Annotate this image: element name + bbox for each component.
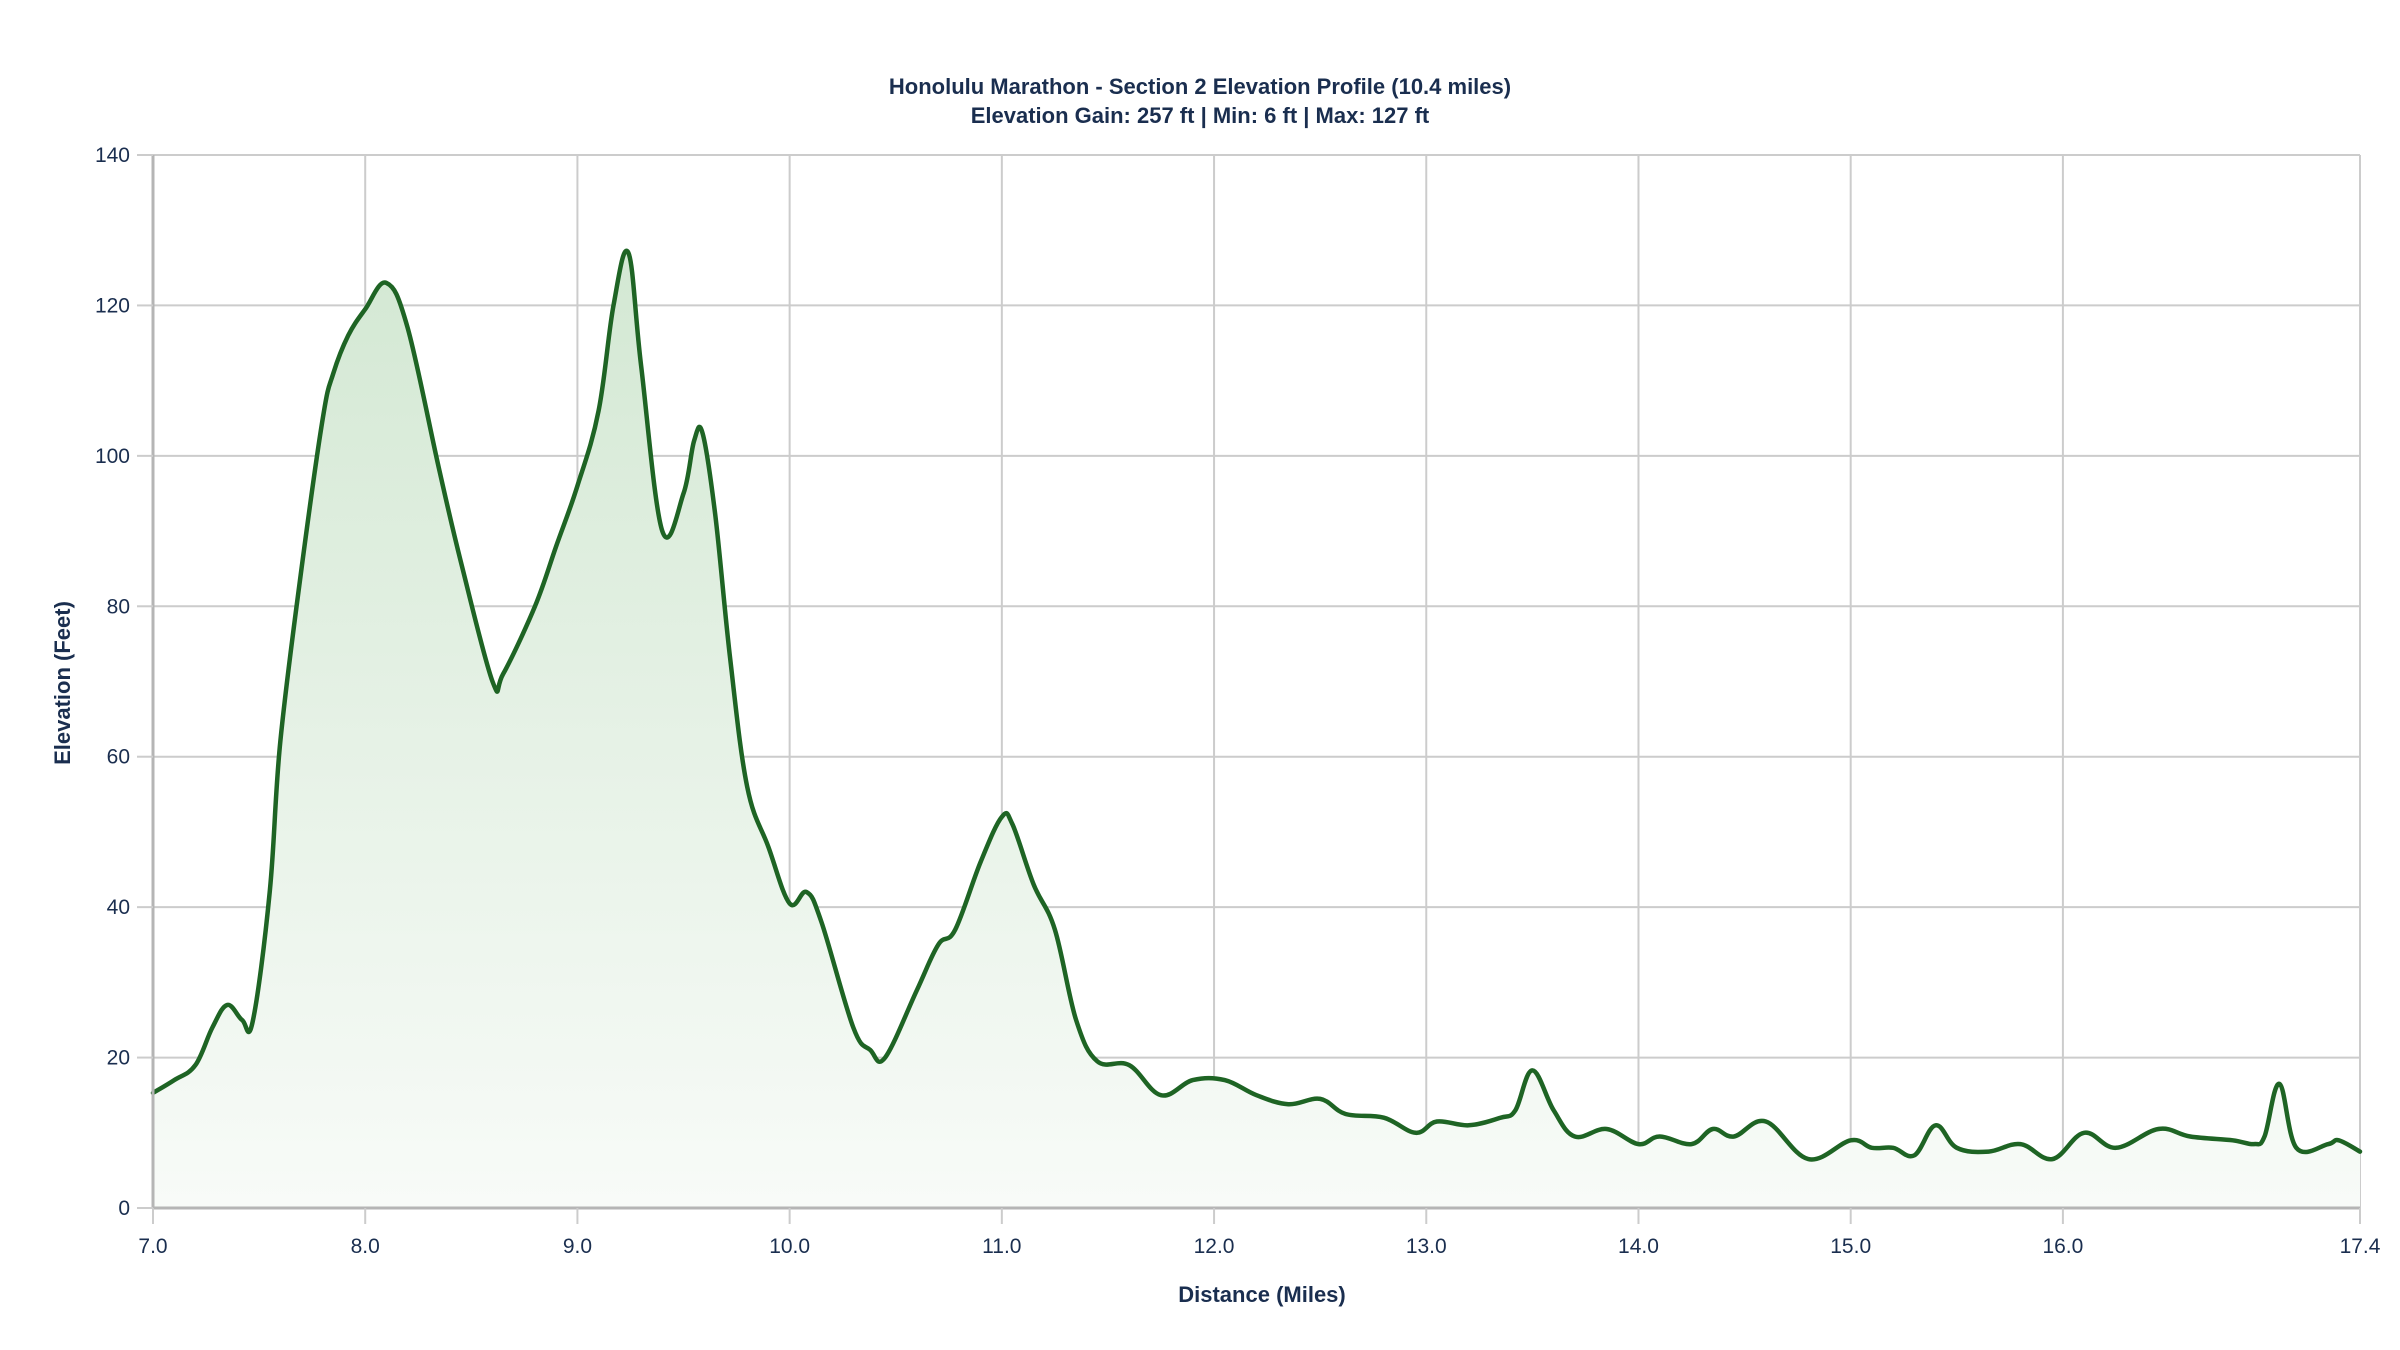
elevation-line xyxy=(150,248,2363,1162)
chart-title: Honolulu Marathon - Section 2 Elevation … xyxy=(888,74,1512,99)
y-axis-ticks: 0 20 40 60 80 100 120 140 xyxy=(95,144,153,1220)
y-tick-label: 0 xyxy=(118,1197,130,1220)
y-tick-label: 20 xyxy=(107,1047,130,1070)
elevation-area-fill xyxy=(153,250,2360,1208)
y-tick-label: 100 xyxy=(95,445,130,468)
y-axis-title: Elevation (Feet) xyxy=(50,601,75,765)
x-tick-label: 17.4 xyxy=(2340,1235,2381,1258)
y-tick-label: 80 xyxy=(107,595,130,618)
x-tick-label: 11.0 xyxy=(982,1235,1021,1258)
x-tick-label: 13.0 xyxy=(1406,1235,1447,1258)
x-tick-label: 15.0 xyxy=(1830,1235,1871,1258)
x-tick-label: 10.0 xyxy=(769,1235,810,1258)
x-axis-title: Distance (Miles) xyxy=(1178,1282,1346,1307)
y-tick-label: 60 xyxy=(107,746,130,769)
chart-subtitle: Elevation Gain: 257 ft | Min: 6 ft | Max… xyxy=(970,103,1430,128)
x-tick-label: 9.0 xyxy=(563,1235,592,1258)
x-axis-ticks: 7.0 8.0 9.0 10.0 11.0 12.0 13.0 14.0 15.0 16.0 17.… xyxy=(138,1208,2381,1258)
y-tick-label: 120 xyxy=(95,294,130,317)
y-tick-label: 40 xyxy=(107,896,130,919)
x-tick-label: 12.0 xyxy=(1194,1235,1235,1258)
x-tick-label: 16.0 xyxy=(2042,1235,2083,1258)
y-tick-label: 140 xyxy=(95,144,130,167)
x-tick-label: 14.0 xyxy=(1618,1235,1659,1258)
x-tick-label: 7.0 xyxy=(138,1235,167,1258)
x-tick-label: 8.0 xyxy=(351,1235,380,1258)
axes xyxy=(151,155,2360,1210)
